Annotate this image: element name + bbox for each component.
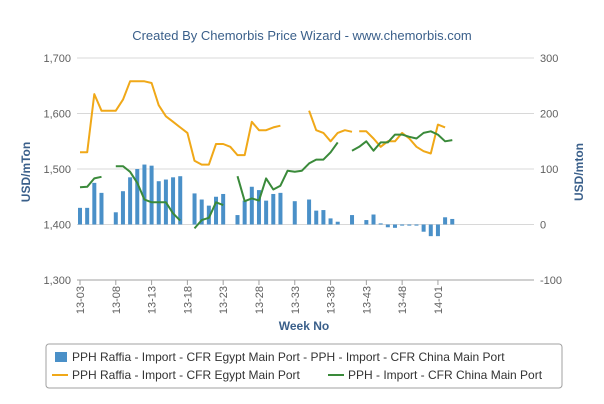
x-tick-label: 13-23: [218, 286, 230, 314]
bar: [256, 190, 261, 225]
x-axis-title: Week No: [279, 319, 329, 333]
legend-box: [45, 343, 563, 389]
bar: [113, 212, 118, 225]
x-tick-label: 13-28: [254, 286, 266, 314]
egypt-line-segment: [80, 80, 281, 166]
y-right-tick-label: 200: [540, 109, 558, 121]
bar: [278, 192, 283, 225]
chart-title: Created By Chemorbis Price Wizard - www.…: [132, 28, 472, 43]
axis-layer: 1,300 -100 1,400 0 1,500 100 1,600 200 1,700 300 1…: [43, 53, 562, 314]
legend-item-egypt[interactable]: PPH Raffia - Import - CFR Egypt Main Por…: [52, 368, 301, 382]
bar: [85, 207, 90, 225]
y-axis-right-title: USD/mton: [572, 143, 586, 201]
x-tick-label: 13-08: [111, 286, 123, 314]
bar: [443, 217, 448, 225]
y-left-tick-label: 1,600: [43, 109, 71, 121]
bar: [249, 186, 254, 225]
y-right-tick-label: -100: [540, 275, 562, 287]
bar: [199, 199, 204, 225]
x-tick-label: 13-13: [147, 286, 159, 314]
bar: [392, 224, 397, 228]
bar: [385, 224, 390, 228]
bar: [292, 201, 297, 225]
y-left-tick-label: 1,500: [43, 164, 71, 176]
x-tick-label: 13-03: [75, 286, 87, 314]
china-line-segment: [193, 201, 224, 230]
legend: PPH Raffia - Import - CFR Egypt Main Por…: [45, 343, 563, 389]
y-right-tick-label: 100: [540, 164, 558, 176]
y-axis-left-title: USD/mTon: [19, 142, 33, 202]
legend-label-bars: PPH Raffia - Import - CFR Egypt Main Por…: [72, 350, 505, 364]
bar: [264, 200, 269, 225]
china-line-segment: [79, 175, 102, 189]
bar: [428, 224, 433, 237]
bar: [400, 224, 405, 226]
bar: [171, 177, 176, 225]
x-tick-label: 13-43: [361, 286, 373, 314]
bar: [364, 220, 369, 225]
bar: [120, 191, 125, 225]
x-tick-label: 13-48: [397, 286, 409, 314]
china-line-segment: [115, 165, 181, 222]
y-right-tick-label: 0: [540, 220, 546, 232]
bar: [149, 165, 154, 225]
legend-bar-swatch: [55, 352, 67, 362]
bar: [235, 215, 240, 225]
bar: [178, 176, 183, 225]
legend-item-bars[interactable]: PPH Raffia - Import - CFR Egypt Main Por…: [55, 350, 505, 364]
egypt-line-segment: [359, 123, 446, 155]
bar-layer: [78, 164, 455, 237]
y-right-tick-label: 300: [540, 53, 558, 65]
bar: [450, 218, 455, 225]
bar: [335, 221, 340, 225]
bar: [206, 205, 211, 225]
bar: [328, 218, 333, 225]
bar: [142, 164, 147, 225]
bar: [221, 193, 226, 225]
bar: [321, 210, 326, 225]
bar: [407, 224, 412, 226]
x-tick-label: 13-38: [326, 286, 338, 314]
bar: [371, 214, 376, 225]
bar: [414, 224, 419, 226]
bar: [378, 223, 383, 225]
y-left-tick-label: 1,700: [43, 53, 71, 65]
bar: [271, 193, 276, 225]
bar: [242, 200, 247, 225]
bar: [92, 182, 97, 225]
bar: [78, 207, 82, 225]
line-layer: [79, 80, 453, 230]
bar: [314, 210, 319, 225]
y-left-tick-label: 1,300: [43, 275, 71, 287]
bar: [214, 196, 219, 225]
legend-label-china: PPH - Import - CFR China Main Port: [348, 368, 543, 382]
y-left-tick-label: 1,400: [43, 220, 71, 232]
x-tick-label: 14-01: [433, 286, 445, 314]
china-line-segment: [351, 130, 453, 152]
bar: [350, 215, 355, 225]
x-tick-label: 13-33: [290, 286, 302, 314]
bar: [192, 193, 197, 225]
china-line-segment: [236, 141, 339, 203]
bar: [128, 177, 133, 225]
bar: [307, 199, 312, 225]
x-tick-label: 13-18: [182, 286, 194, 314]
bar: [421, 224, 426, 232]
legend-item-china[interactable]: PPH - Import - CFR China Main Port: [328, 368, 543, 382]
bar: [135, 169, 140, 225]
legend-label-egypt: PPH Raffia - Import - CFR Egypt Main Por…: [72, 368, 301, 382]
bar: [435, 224, 440, 237]
bar: [99, 192, 104, 225]
egypt-line-segment: [308, 110, 353, 143]
